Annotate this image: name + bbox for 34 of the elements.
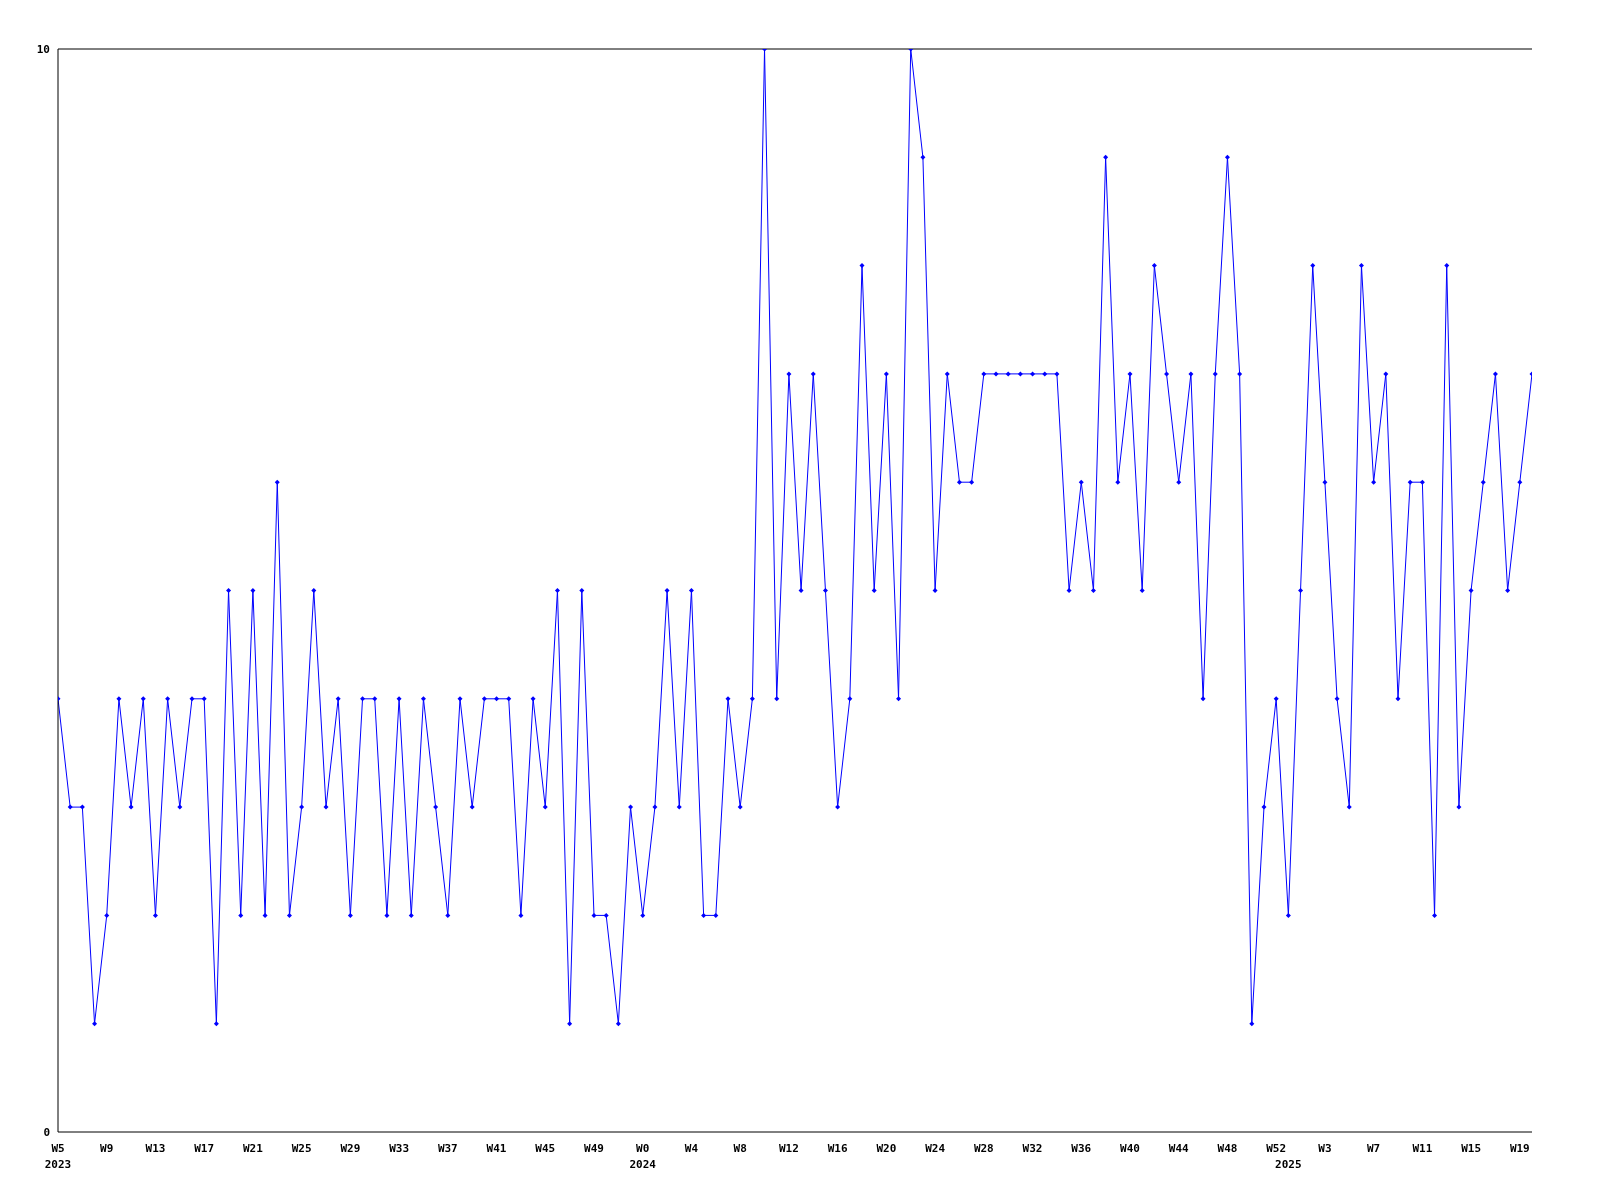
x-tick-label: 2025 [1275,1158,1302,1171]
x-tick-label: W44 [1168,1142,1190,1155]
x-tick-label: W45 [535,1142,556,1155]
x-tick-label: W21 [242,1142,264,1155]
x-tick-label: W19 [1509,1142,1530,1155]
x-tick-label: W25 [291,1142,312,1155]
x-tick-label: W0 2024 [629,1142,657,1171]
x-tick-label: W52 [1266,1142,1287,1155]
x-tick-label: W36 [1071,1142,1092,1155]
x-tick-label: W16 [827,1142,848,1155]
x-tick-label: W24 [925,1142,946,1155]
x-tick-label: W9 [100,1142,114,1155]
y-tick-label: 10 [36,42,50,56]
x-tick-label: W17 [194,1142,215,1155]
x-tick-label: W32 [1022,1142,1043,1155]
x-tick-label: W8 [733,1142,747,1155]
x-tick-label: W29 [340,1142,361,1155]
x-tick-label: W20 [876,1142,897,1155]
x-tick-label: W4 [684,1142,699,1155]
x-tick-label: W7 [1367,1142,1381,1155]
x-tick-label: W37 [437,1142,458,1155]
x-tick-label: W12 [778,1142,799,1155]
x-tick-label: W40 [1120,1142,1140,1155]
x-tick-label: W49 [584,1142,604,1155]
x-tick-label: W33 [389,1142,410,1155]
x-tick-label: W5 2023 [44,1142,72,1171]
x-tick-label: W13 [145,1142,166,1155]
x-tick-label: W48 [1217,1142,1238,1155]
x-tick-label: W15 [1461,1142,1482,1155]
x-tick-label: W3 [1318,1142,1332,1155]
x-tick-label: W28 [973,1142,994,1155]
x-tick-label: W11 [1412,1142,1433,1155]
x-tick-label: W41 [486,1142,507,1155]
y-tick-label: 0 [43,1125,50,1139]
